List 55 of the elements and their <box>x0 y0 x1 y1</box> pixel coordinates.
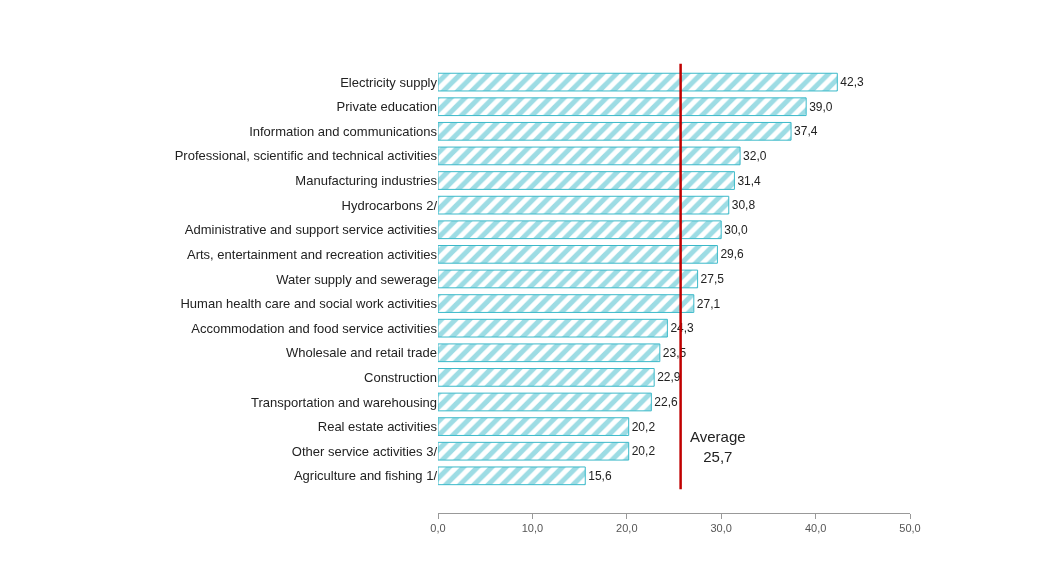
data-label: 42,3 <box>840 75 864 90</box>
x-tick-label: 40,0 <box>804 522 827 535</box>
bar <box>438 392 652 412</box>
bar <box>438 97 807 117</box>
y-tick-label: Transportation and warehousing <box>251 394 437 410</box>
x-tick-label: 0,0 <box>430 522 446 535</box>
y-tick-label: Administrative and support service activities <box>184 222 438 238</box>
bar <box>438 245 718 264</box>
y-tick-label: Water supply and sewerage <box>276 271 437 287</box>
x-tick-label: 50,0 <box>899 522 921 535</box>
bar <box>438 171 735 190</box>
y-tick-label: Information and communications <box>249 123 438 139</box>
y-tick-label: Manufacturing industries <box>295 173 438 189</box>
data-label: 15,6 <box>588 468 612 483</box>
x-tick-label: 30,0 <box>710 522 732 535</box>
y-tick-label: Private education <box>336 99 437 115</box>
bar <box>438 343 661 363</box>
bar <box>438 466 586 486</box>
data-label: 29,6 <box>720 247 745 262</box>
bar <box>438 294 695 313</box>
bar <box>438 441 630 461</box>
y-tick-label: Agriculture and fishing 1/ <box>293 468 438 484</box>
x-tick-label: 10,0 <box>521 522 544 535</box>
bar <box>438 368 655 387</box>
y-tick-label: Electricity supply <box>340 74 438 90</box>
bar <box>438 269 699 289</box>
ref-line-label: Average 25,7 <box>690 428 746 465</box>
y-tick-label: Wholesale and retail trade <box>285 345 437 361</box>
data-label: 22,6 <box>654 394 679 409</box>
bar <box>438 72 838 92</box>
data-label: 30,0 <box>724 222 748 237</box>
bar <box>438 417 630 436</box>
y-tick-label: Human health care and social work activities <box>180 296 438 312</box>
y-tick-label: Real estate activities <box>317 419 438 435</box>
x-tick-label: 20,0 <box>616 522 638 535</box>
y-tick-label: Hydrocarbons 2/ <box>341 197 438 213</box>
y-tick-label: Professional, scientific and technical activities <box>174 148 438 164</box>
y-tick-label: Arts, entertainment and recreation activities <box>186 246 438 262</box>
bar <box>438 195 730 215</box>
bar <box>438 146 741 166</box>
y-tick-label: Construction <box>364 369 437 385</box>
bar <box>438 318 668 338</box>
bar <box>438 121 792 141</box>
data-label: 20,2 <box>631 419 656 434</box>
data-label: 27,5 <box>700 271 725 286</box>
data-label: 20,2 <box>631 444 656 459</box>
data-label: 30,8 <box>731 198 756 213</box>
y-tick-label: Other service activities 3/ <box>291 443 438 459</box>
data-label: 32,0 <box>743 148 767 163</box>
data-label: 39,0 <box>809 99 833 114</box>
y-tick-label: Accommodation and food service activities <box>191 320 438 336</box>
data-label: 31,4 <box>737 173 762 188</box>
data-label: 27,1 <box>696 296 721 311</box>
bar <box>438 220 722 240</box>
data-label: 37,4 <box>794 124 818 139</box>
